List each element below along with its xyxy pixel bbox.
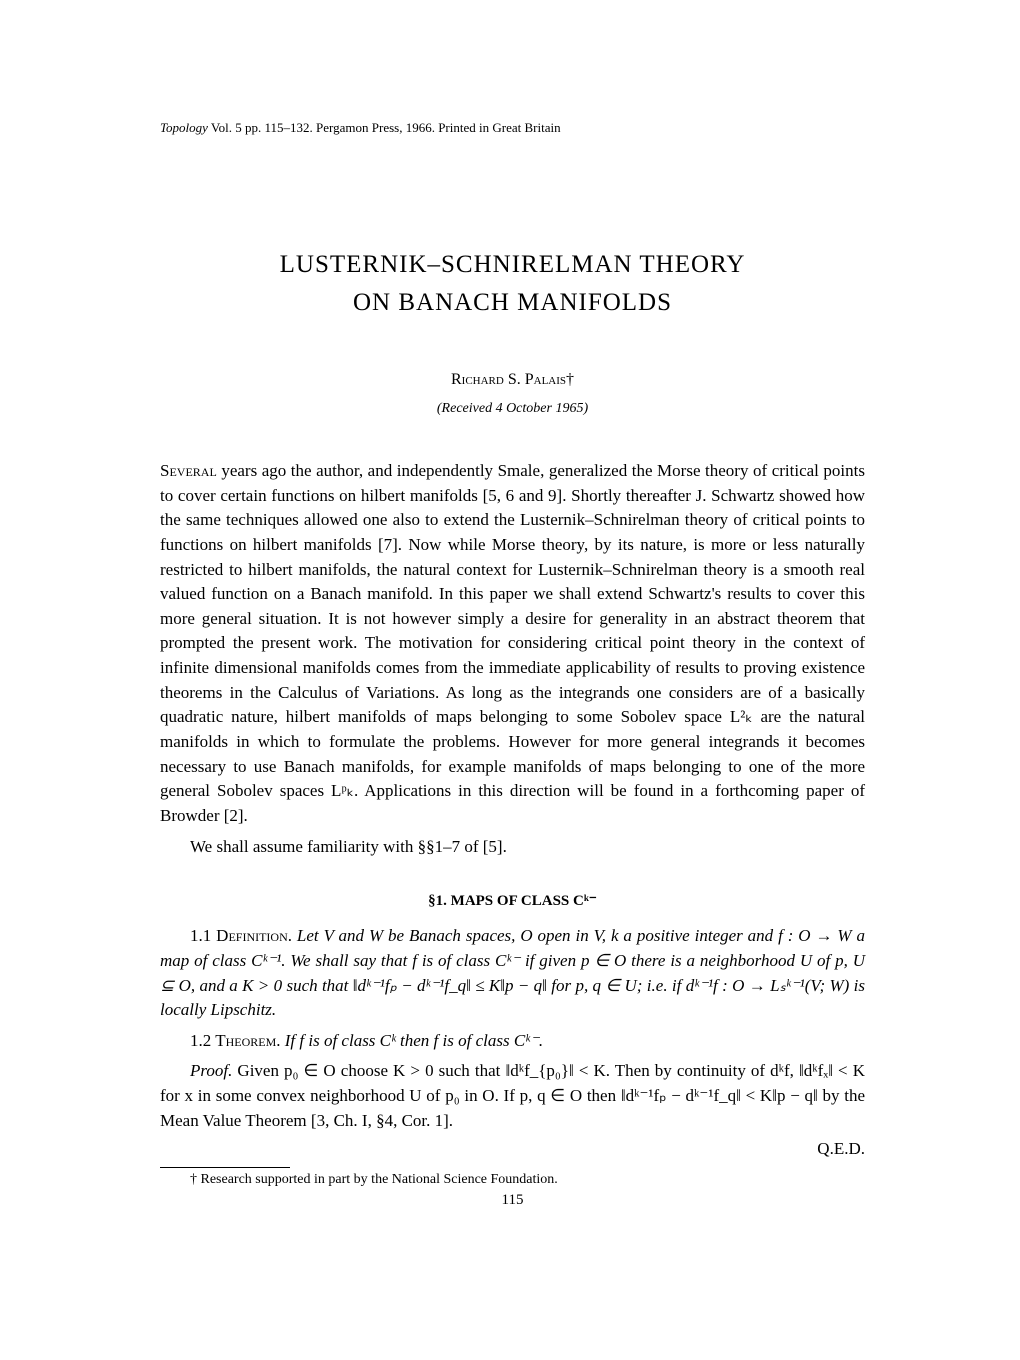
theorem-body: If f is of class Cᵏ then f is of class C… <box>281 1031 544 1050</box>
paper-page: Topology Vol. 5 pp. 115–132. Pergamon Pr… <box>0 0 1020 1249</box>
received-date: (Received 4 October 1965) <box>160 401 865 417</box>
journal-details: Vol. 5 pp. 115–132. Pergamon Press, 1966… <box>208 120 561 135</box>
intro-body: years ago the author, and independently … <box>160 461 865 825</box>
journal-header: Topology Vol. 5 pp. 115–132. Pergamon Pr… <box>160 120 865 136</box>
paper-title: LUSTERNIK–SCHNIRELMAN THEORY ON BANACH M… <box>160 246 865 321</box>
definition-1-1: 1.1 Definition. Let V and W be Banach sp… <box>160 924 865 1023</box>
page-number: 115 <box>160 1192 865 1209</box>
footnote-rule <box>160 1167 290 1168</box>
theorem-label: 1.2 Theorem. <box>190 1031 281 1050</box>
footnote-text: † Research supported in part by the Nati… <box>160 1172 865 1188</box>
proof-body: Given p₀ ∈ O choose K > 0 such that ‖dᵏf… <box>160 1061 865 1129</box>
journal-name: Topology <box>160 120 208 135</box>
title-line-2: ON BANACH MANIFOLDS <box>353 289 672 316</box>
familiarity-paragraph: We shall assume familiarity with §§1–7 o… <box>160 835 865 860</box>
author-name: Richard S. Palais† <box>160 371 865 389</box>
qed-mark: Q.E.D. <box>160 1139 865 1159</box>
title-line-1: LUSTERNIK–SCHNIRELMAN THEORY <box>280 251 746 278</box>
definition-label: 1.1 Definition. <box>190 926 292 945</box>
intro-paragraph: Several years ago the author, and indepe… <box>160 459 865 829</box>
proof-paragraph: Proof. Given p₀ ∈ O choose K > 0 such th… <box>160 1059 865 1133</box>
intro-lead: Several <box>160 461 217 480</box>
section-1-heading: §1. MAPS OF CLASS Cᵏ⁻ <box>160 891 865 910</box>
proof-label: Proof. <box>190 1061 232 1080</box>
theorem-1-2: 1.2 Theorem. If f is of class Cᵏ then f … <box>160 1029 865 1054</box>
